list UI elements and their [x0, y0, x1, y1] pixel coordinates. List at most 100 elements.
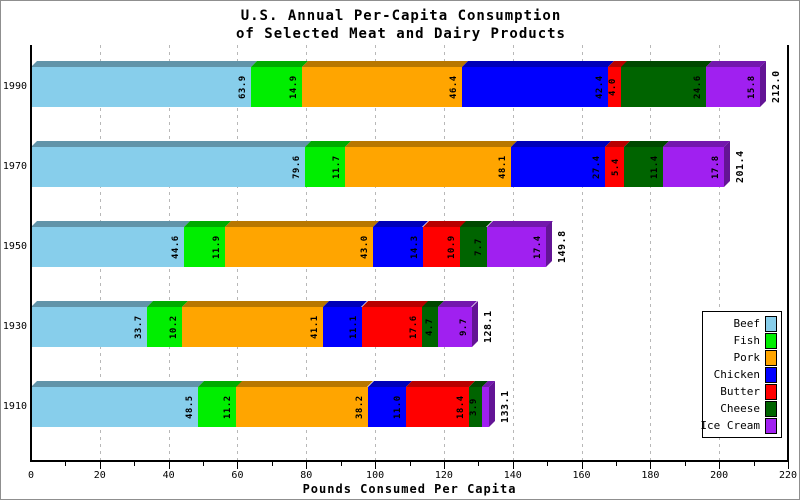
- bar-segment-cheese: [422, 307, 439, 347]
- bar-segment-cheese: [460, 227, 487, 267]
- legend-label: Fish: [733, 334, 761, 347]
- x-tick-label: 100: [366, 470, 385, 481]
- segment-value-label: 14.3: [409, 235, 420, 259]
- bar-segment-butter: [405, 387, 470, 427]
- x-minor-tick: [271, 462, 273, 466]
- bar-segment-fish: [146, 307, 183, 347]
- bar-total-label: 212.0: [771, 70, 783, 104]
- segment-value-label: 38.2: [354, 395, 365, 419]
- y-axis-line: [30, 45, 32, 462]
- x-tick: [306, 462, 308, 469]
- legend-label: Chicken: [713, 368, 760, 381]
- x-tick: [650, 462, 652, 469]
- bar-segment-pork: [236, 387, 368, 427]
- bar-segment-chicken: [323, 307, 362, 347]
- segment-value-label: 11.1: [348, 315, 359, 339]
- bar-total-label: 128.1: [482, 310, 494, 344]
- bar-segment-beef: [31, 387, 198, 427]
- x-tick: [512, 462, 514, 469]
- bar-segment-fish: [184, 227, 226, 267]
- x-tick: [237, 462, 239, 469]
- x-tick-label: 220: [778, 470, 798, 481]
- x-tick-label: 160: [572, 470, 591, 481]
- y-tick-label: 1950: [2, 241, 27, 252]
- chart-title-line1: U.S. Annual Per-Capita Consumption: [240, 8, 562, 24]
- segment-value-label: 63.9: [237, 75, 248, 99]
- segment-value-label: 17.6: [409, 315, 420, 339]
- segment-value-label: 5.4: [610, 158, 621, 176]
- legend-item: Pork: [705, 349, 777, 366]
- segment-value-label: 11.0: [392, 395, 403, 419]
- legend-label: Cheese: [720, 402, 760, 415]
- segment-value-label: 11.2: [223, 395, 234, 419]
- bar-segment-fish: [304, 147, 346, 187]
- bar-segment-cheese: [469, 387, 483, 427]
- bar-segment-ice-cream: [486, 227, 547, 267]
- legend-item: Ice Cream: [700, 417, 777, 434]
- chart-title-line2: of Selected Meat and Dairy Products: [235, 26, 566, 42]
- bar-segment-ice-cream: [662, 147, 724, 187]
- x-tick: [168, 462, 170, 469]
- segment-value-label: 48.5: [184, 395, 195, 419]
- bar-segment-beef: [31, 67, 251, 107]
- legend-swatch: [765, 349, 777, 366]
- bar-segment-beef: [31, 147, 305, 187]
- legend-swatch: [765, 417, 777, 434]
- bar-segment-fish: [250, 67, 303, 107]
- segment-value-label: 42.4: [594, 75, 605, 99]
- x-tick: [719, 462, 721, 469]
- x-axis-line: [30, 460, 789, 462]
- bar-segment-butter: [422, 227, 461, 267]
- legend-label: Butter: [720, 385, 760, 398]
- x-tick-label: 60: [231, 470, 244, 481]
- x-tick-label: 200: [710, 470, 729, 481]
- plot-right-border: [787, 45, 789, 462]
- bar-segment-side-ice-cream: [488, 381, 495, 427]
- bar-segment-cheese: [621, 67, 707, 107]
- gridline: [719, 45, 721, 461]
- bar-total-label: 201.4: [734, 150, 746, 184]
- segment-value-label: 4.7: [425, 318, 436, 336]
- legend: Beef Fish Pork Chicken Butter Cheese Ice Cream: [700, 311, 782, 438]
- x-tick: [375, 462, 377, 469]
- bar-segment-chicken: [367, 387, 406, 427]
- bar-segment-side-ice-cream: [723, 141, 730, 187]
- x-minor-tick: [478, 462, 480, 466]
- legend-item: Cheese: [705, 400, 777, 417]
- x-minor-tick: [753, 462, 755, 466]
- x-minor-tick: [203, 462, 205, 466]
- x-tick-label: 40: [162, 470, 175, 481]
- legend-label: Beef: [733, 317, 761, 330]
- segment-value-label: 11.4: [649, 155, 660, 179]
- legend-swatch: [765, 315, 777, 332]
- segment-value-label: 43.0: [360, 235, 371, 259]
- x-minor-tick: [65, 462, 67, 466]
- segment-value-label: 7.7: [473, 238, 484, 256]
- x-tick-label: 80: [300, 470, 313, 481]
- legend-label: Pork: [733, 351, 761, 364]
- y-tick-label: 1910: [2, 401, 27, 412]
- segment-value-label: 46.4: [448, 75, 459, 99]
- segment-value-label: 15.8: [747, 75, 758, 99]
- bar-segment-beef: [31, 307, 147, 347]
- segment-value-label: 41.1: [310, 315, 321, 339]
- segment-value-label: 4.0: [608, 78, 619, 96]
- bar-segment-pork: [345, 147, 511, 187]
- bar-segment-beef: [31, 227, 185, 267]
- segment-value-label: 9.7: [458, 318, 469, 336]
- x-minor-tick: [134, 462, 136, 466]
- bar-segment-pork: [182, 307, 324, 347]
- bar-segment-pork: [225, 227, 374, 267]
- segment-value-label: 10.9: [447, 235, 458, 259]
- x-tick-label: 180: [641, 470, 660, 481]
- segment-value-label: 11.9: [212, 235, 223, 259]
- x-tick: [99, 462, 101, 469]
- bar-segment-cheese: [623, 147, 663, 187]
- segment-value-label: 48.1: [497, 155, 508, 179]
- legend-swatch: [765, 366, 777, 383]
- legend-item: Beef: [705, 315, 777, 332]
- x-tick: [581, 462, 583, 469]
- gridline: [650, 45, 652, 461]
- segment-value-label: 14.9: [289, 75, 300, 99]
